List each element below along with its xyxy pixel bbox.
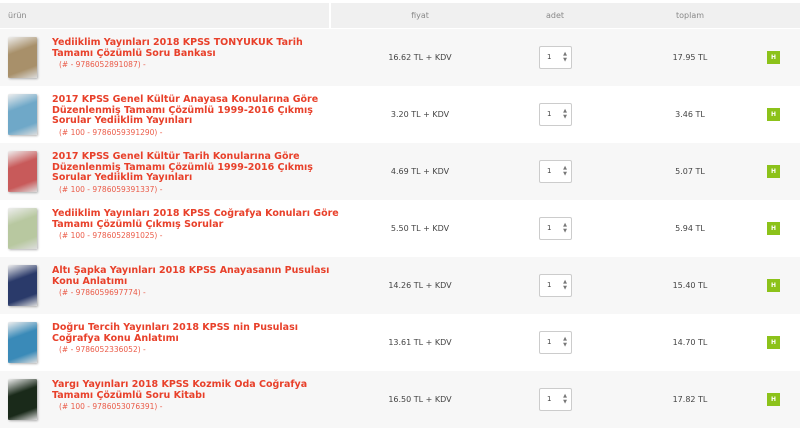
unit-price: 4.69 TL + KDV <box>390 167 450 176</box>
remove-item-button[interactable]: H <box>767 51 780 64</box>
quantity-stepper[interactable]: 1 ▲ ▼ <box>539 160 572 183</box>
quantity-value: 1 <box>547 281 552 289</box>
table-row: Altı Şapka Yayınları 2018 KPSS Anayasanı… <box>0 257 800 314</box>
quantity-value: 1 <box>547 53 552 61</box>
product-title[interactable]: Yediiklim Yayınları 2018 KPSS Coğrafya K… <box>52 208 339 230</box>
line-total: 17.82 TL <box>672 395 708 404</box>
product-code: (# - 9786052891087) - <box>59 60 146 69</box>
product-title[interactable]: Doğru Tercih Yayınları 2018 KPSS nin Pus… <box>52 322 298 344</box>
remove-icon: H <box>770 339 777 346</box>
header-product: ürün <box>8 11 27 20</box>
remove-item-button[interactable]: H <box>767 393 780 406</box>
product-link[interactable]: Yediiklim Yayınları 2018 KPSS TONYUKUK T… <box>52 37 342 71</box>
product-link[interactable]: Altı Şapka Yayınları 2018 KPSS Anayasanı… <box>52 265 342 299</box>
remove-item-button[interactable]: H <box>767 108 780 121</box>
product-cover-image[interactable] <box>8 94 37 135</box>
quantity-stepper[interactable]: 1 ▲ ▼ <box>539 274 572 297</box>
unit-price: 3.20 TL + KDV <box>390 110 450 119</box>
line-total: 14.70 TL <box>672 338 708 347</box>
quantity-value: 1 <box>547 338 552 346</box>
product-cover-image[interactable] <box>8 208 37 249</box>
table-row: Doğru Tercih Yayınları 2018 KPSS nin Pus… <box>0 314 800 371</box>
table-row: Yediiklim Yayınları 2018 KPSS Coğrafya K… <box>0 200 800 257</box>
product-cover-image[interactable] <box>8 379 37 420</box>
stepper-arrows-icon[interactable]: ▲ ▼ <box>563 222 567 234</box>
unit-price: 16.50 TL + KDV <box>388 395 452 404</box>
remove-item-button[interactable]: H <box>767 165 780 178</box>
stepper-arrows-icon[interactable]: ▲ ▼ <box>563 393 567 405</box>
product-cover-image[interactable] <box>8 322 37 363</box>
unit-price: 13.61 TL + KDV <box>388 338 452 347</box>
quantity-value: 1 <box>547 167 552 175</box>
product-code: (# 100 - 9786059391337) - <box>59 184 163 194</box>
stepper-arrows-icon[interactable]: ▲ ▼ <box>563 336 567 348</box>
line-total: 17.95 TL <box>672 53 708 62</box>
product-code: (# 100 - 9786053076391) - <box>59 402 163 411</box>
product-title[interactable]: Yediiklim Yayınları 2018 KPSS TONYUKUK T… <box>52 37 303 59</box>
table-row: Yediiklim Yayınları 2018 KPSS TONYUKUK T… <box>0 29 800 86</box>
stepper-arrows-icon[interactable]: ▲ ▼ <box>563 165 567 177</box>
quantity-value: 1 <box>547 110 552 118</box>
remove-icon: H <box>770 396 777 403</box>
header-price: fiyat <box>411 11 429 20</box>
remove-icon: H <box>770 168 777 175</box>
product-link[interactable]: Doğru Tercih Yayınları 2018 KPSS nin Pus… <box>52 322 342 356</box>
product-cover-image[interactable] <box>8 265 37 306</box>
unit-price: 5.50 TL + KDV <box>390 224 450 233</box>
remove-icon: H <box>770 282 777 289</box>
remove-icon: H <box>770 111 777 118</box>
table-row: 2017 KPSS Genel Kültür Anayasa Konuların… <box>0 86 800 143</box>
unit-price: 14.26 TL + KDV <box>388 281 452 290</box>
line-total: 5.94 TL <box>675 224 705 233</box>
stepper-arrows-icon[interactable]: ▲ ▼ <box>563 108 567 120</box>
remove-icon: H <box>770 225 777 232</box>
product-cover-image[interactable] <box>8 37 37 78</box>
product-link[interactable]: 2017 KPSS Genel Kültür Anayasa Konuların… <box>52 94 342 138</box>
table-header: ürün fiyat adet toplam <box>0 3 800 28</box>
product-link[interactable]: Yargı Yayınları 2018 KPSS Kozmik Oda Coğ… <box>52 379 342 413</box>
stepper-arrows-icon[interactable]: ▲ ▼ <box>563 51 567 63</box>
quantity-stepper[interactable]: 1 ▲ ▼ <box>539 217 572 240</box>
quantity-stepper[interactable]: 1 ▲ ▼ <box>539 331 572 354</box>
product-title[interactable]: Altı Şapka Yayınları 2018 KPSS Anayasanı… <box>52 265 330 287</box>
remove-item-button[interactable]: H <box>767 279 780 292</box>
product-title[interactable]: 2017 KPSS Genel Kültür Anayasa Konuların… <box>52 94 319 126</box>
quantity-value: 1 <box>547 395 552 403</box>
product-link[interactable]: 2017 KPSS Genel Kültür Tarih Konularına … <box>52 151 342 195</box>
remove-icon: H <box>770 54 777 61</box>
quantity-stepper[interactable]: 1 ▲ ▼ <box>539 388 572 411</box>
header-qty: adet <box>545 11 565 20</box>
table-row: Yargı Yayınları 2018 KPSS Kozmik Oda Coğ… <box>0 371 800 428</box>
stepper-arrows-icon[interactable]: ▲ ▼ <box>563 279 567 291</box>
line-total: 5.07 TL <box>675 167 705 176</box>
product-link[interactable]: Yediiklim Yayınları 2018 KPSS Coğrafya K… <box>52 208 342 242</box>
line-total: 3.46 TL <box>675 110 705 119</box>
product-title[interactable]: Yargı Yayınları 2018 KPSS Kozmik Oda Coğ… <box>52 379 308 401</box>
product-code: (# 100 - 9786052891025) - <box>59 231 163 240</box>
unit-price: 16.62 TL + KDV <box>388 53 452 62</box>
header-total: toplam <box>675 11 705 20</box>
product-code: (# - 9786059697774) - <box>59 288 146 297</box>
quantity-stepper[interactable]: 1 ▲ ▼ <box>539 103 572 126</box>
line-total: 15.40 TL <box>672 281 708 290</box>
table-row: 2017 KPSS Genel Kültür Tarih Konularına … <box>0 143 800 200</box>
remove-item-button[interactable]: H <box>767 222 780 235</box>
product-title[interactable]: 2017 KPSS Genel Kültür Tarih Konularına … <box>52 151 313 183</box>
header-divider <box>329 3 331 28</box>
product-code: (# 100 - 9786059391290) - <box>59 127 163 137</box>
product-code: (# - 9786052336052) - <box>59 345 146 354</box>
remove-item-button[interactable]: H <box>767 336 780 349</box>
quantity-value: 1 <box>547 224 552 232</box>
quantity-stepper[interactable]: 1 ▲ ▼ <box>539 46 572 69</box>
product-cover-image[interactable] <box>8 151 37 192</box>
